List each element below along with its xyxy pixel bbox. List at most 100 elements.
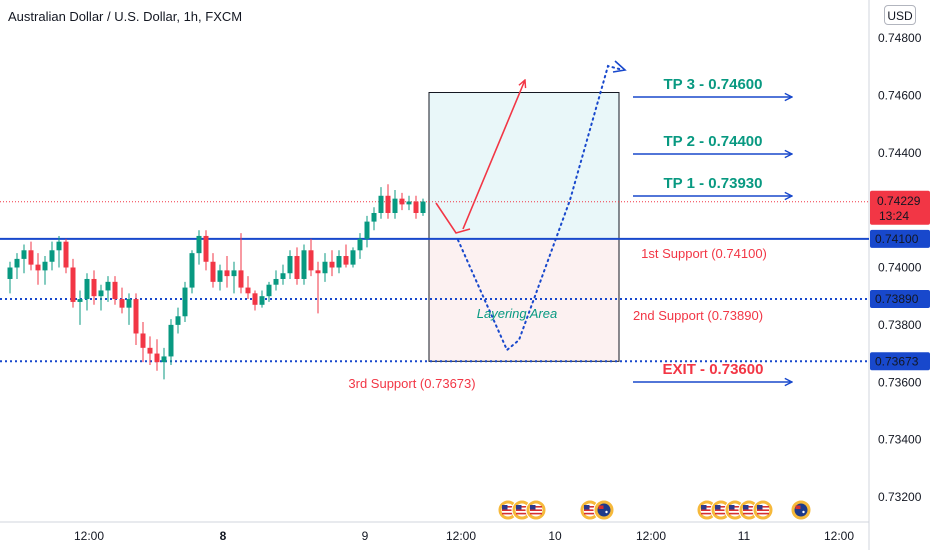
candle-body (70, 267, 76, 302)
support-2-badge-text: 0.73890 (875, 292, 919, 306)
us-flag-stripe (530, 512, 542, 515)
au-flag-icon (597, 503, 611, 517)
us-flag-canton (584, 505, 590, 510)
candle-body (322, 261, 328, 274)
candle-body (350, 250, 356, 265)
us-flag-stripe (743, 509, 755, 511)
us-flag-canton (743, 505, 749, 510)
us-flag-stripe (530, 506, 542, 508)
time-tick-label: 12:00 (74, 529, 104, 543)
candle-body (336, 256, 342, 268)
au-flag-union (795, 505, 801, 509)
layering-zone-box (428, 238, 620, 362)
candle-body (245, 287, 251, 294)
time-tick-label: 12:00 (636, 529, 666, 543)
candle-body (231, 270, 237, 277)
chart-title: Australian Dollar / U.S. Dollar, 1h, FXC… (8, 9, 243, 24)
support-2-badge (870, 290, 930, 309)
candle-body (189, 253, 195, 288)
us-flag-stripe (743, 506, 755, 508)
us-flag-stripe (715, 506, 727, 508)
us-flag-canton (516, 505, 522, 510)
us-flag-stripe (757, 506, 769, 508)
us-flag-canton (715, 505, 721, 510)
us-flag-stripe (729, 509, 741, 511)
currency-selector[interactable]: USD (884, 5, 916, 25)
candle-body (224, 270, 230, 277)
candle-body (287, 256, 293, 274)
us-flag-stripe (729, 512, 741, 515)
candle-body (168, 324, 174, 357)
us-flag-canton (729, 505, 735, 510)
candle-body (147, 347, 153, 354)
support-label-1: 1st Support (0.74100) (641, 246, 767, 261)
au-flag-star (605, 510, 608, 514)
candle-body (252, 293, 258, 305)
candle-body (378, 195, 384, 213)
price-tick-label: 0.74400 (878, 146, 922, 160)
candle-body (56, 241, 62, 251)
candle-body (112, 281, 118, 300)
candle-body (301, 250, 307, 279)
time-tick-label: 8 (220, 529, 227, 543)
candle-body (280, 273, 286, 279)
candle-body (98, 290, 104, 297)
projection-path-dotted (457, 64, 624, 352)
price-tick-label: 0.73400 (878, 433, 922, 447)
us-flag-stripe (757, 509, 769, 511)
candle-body (294, 256, 300, 279)
us-flag-stripe (502, 506, 514, 508)
candle-body (364, 221, 370, 239)
target-label-1: TP 3 - 0.74600 (664, 76, 763, 93)
time-tick-label: 9 (362, 529, 369, 543)
support-label-3: 3rd Support (0.73673) (348, 376, 475, 391)
us-flag-stripe (701, 509, 713, 511)
candle-body (385, 195, 391, 213)
price-tick-label: 0.74800 (878, 31, 922, 45)
us-flag-stripe (502, 512, 514, 515)
us-flag-stripe (516, 512, 528, 515)
candle-body (308, 250, 314, 271)
candle-body (406, 201, 412, 205)
us-flag-stripe (516, 509, 528, 511)
candle-body (210, 261, 216, 282)
projection-arrow-up (462, 80, 525, 230)
us-flag-stripe (701, 512, 713, 515)
candle-body (371, 212, 377, 222)
time-tick-label: 11 (738, 529, 751, 543)
us-flag-stripe (584, 506, 596, 508)
candle-body (14, 258, 20, 268)
us-flag-canton (701, 505, 707, 510)
candle-body (196, 235, 202, 254)
candle-body (28, 250, 34, 265)
us-flag-stripe (715, 512, 727, 515)
projection-arrowhead (612, 60, 627, 73)
au-flag-star (802, 510, 805, 514)
target-label-3: TP 1 - 0.73930 (664, 175, 763, 192)
candle-body (273, 278, 279, 285)
candle-body (154, 353, 160, 363)
pullback-arrow (435, 202, 471, 234)
candle-body (91, 278, 97, 297)
us-flag-stripe (584, 512, 596, 515)
target-label-4: EXIT - 0.73600 (663, 361, 764, 378)
candle-body (399, 198, 405, 205)
candle-body (105, 281, 111, 291)
us-flag-stripe (757, 512, 769, 515)
last-price-countdown: 13:24 (879, 209, 909, 223)
candle-body (182, 287, 188, 317)
candle-body (84, 278, 90, 300)
candle-body (140, 333, 146, 348)
us-flag-canton (530, 505, 536, 510)
candle-body (77, 299, 83, 302)
candle-body (175, 316, 181, 325)
candle-body (315, 270, 321, 274)
candle-body (42, 261, 48, 271)
candle-body (119, 299, 125, 308)
price-tick-label: 0.73200 (878, 490, 922, 504)
candle-body (238, 270, 244, 288)
candle-body (266, 284, 272, 297)
candle-body (420, 201, 426, 213)
time-tick-label: 12:00 (824, 529, 854, 543)
